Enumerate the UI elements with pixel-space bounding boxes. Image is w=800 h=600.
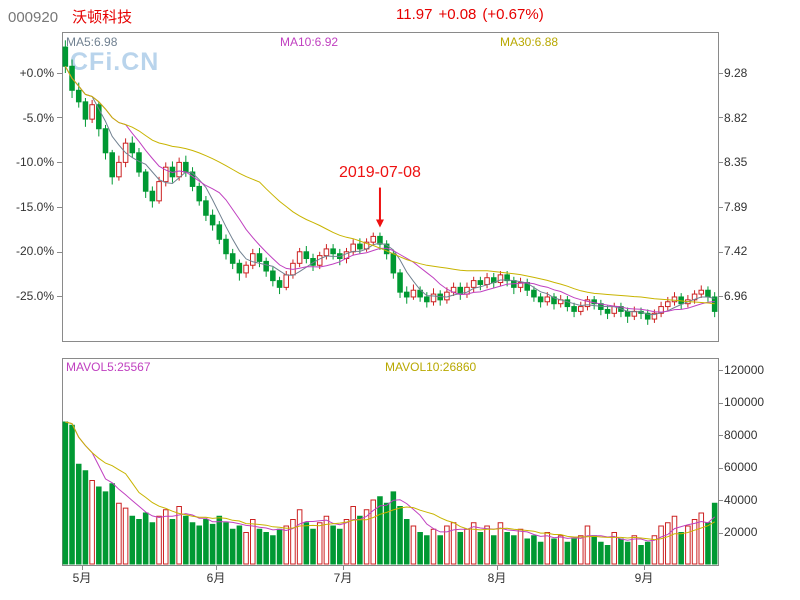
vol-right-axis-label: 120000 <box>724 363 765 377</box>
main-left-axis-label: -10.0% <box>15 155 54 169</box>
main-right-axis-label: 9.28 <box>724 66 748 80</box>
main-left-axis-label: +0.0% <box>19 66 54 80</box>
month-axis-label: 5月 <box>72 571 92 585</box>
vol-right-axis-label: 100000 <box>724 395 765 409</box>
stock-name: 沃顿科技 <box>72 9 133 26</box>
main-right-axis-label: 8.82 <box>724 111 748 125</box>
month-axis-label: 8月 <box>487 571 507 585</box>
ma5-label: MA5:6.98 <box>66 35 118 49</box>
month-axis-label: 7月 <box>333 571 353 585</box>
price-change-pct: (+0.67%) <box>482 6 544 23</box>
price-change: +0.08 <box>438 6 477 23</box>
ma30-label: MA30:6.88 <box>500 35 559 49</box>
main-left-axis-label: -25.0% <box>15 289 54 303</box>
vol-right-axis-label: 60000 <box>724 460 758 474</box>
vol-right-axis-label: 80000 <box>724 428 758 442</box>
main-right-axis-label: 7.89 <box>724 200 748 214</box>
stock-code: 000920 <box>8 9 59 26</box>
price-quote: 11.97 +0.08 (+0.67%) <box>396 6 550 23</box>
main-left-axis-label: -5.0% <box>22 111 54 125</box>
last-price: 11.97 <box>396 6 433 23</box>
month-axis-label: 6月 <box>206 571 226 585</box>
cfi-watermark: CFi.CN <box>70 48 160 76</box>
main-right-axis-label: 8.35 <box>724 155 748 169</box>
mavol10-label: MAVOL10:26860 <box>385 360 477 374</box>
month-axis-label: 9月 <box>634 571 654 585</box>
ma10-label: MA10:6.92 <box>280 35 339 49</box>
mavol5-label: MAVOL5:25567 <box>66 360 151 374</box>
main-left-axis-label: -20.0% <box>15 244 54 258</box>
header-bar: 000920 沃顿科技 11.97 +0.08 (+0.67%) <box>8 6 792 26</box>
main-left-axis-label: -15.0% <box>15 200 54 214</box>
vol-right-axis-label: 20000 <box>724 525 758 539</box>
vol-right-axis-label: 40000 <box>724 493 758 507</box>
main-right-axis-label: 6.96 <box>724 289 748 303</box>
main-right-axis-label: 7.42 <box>724 244 748 258</box>
